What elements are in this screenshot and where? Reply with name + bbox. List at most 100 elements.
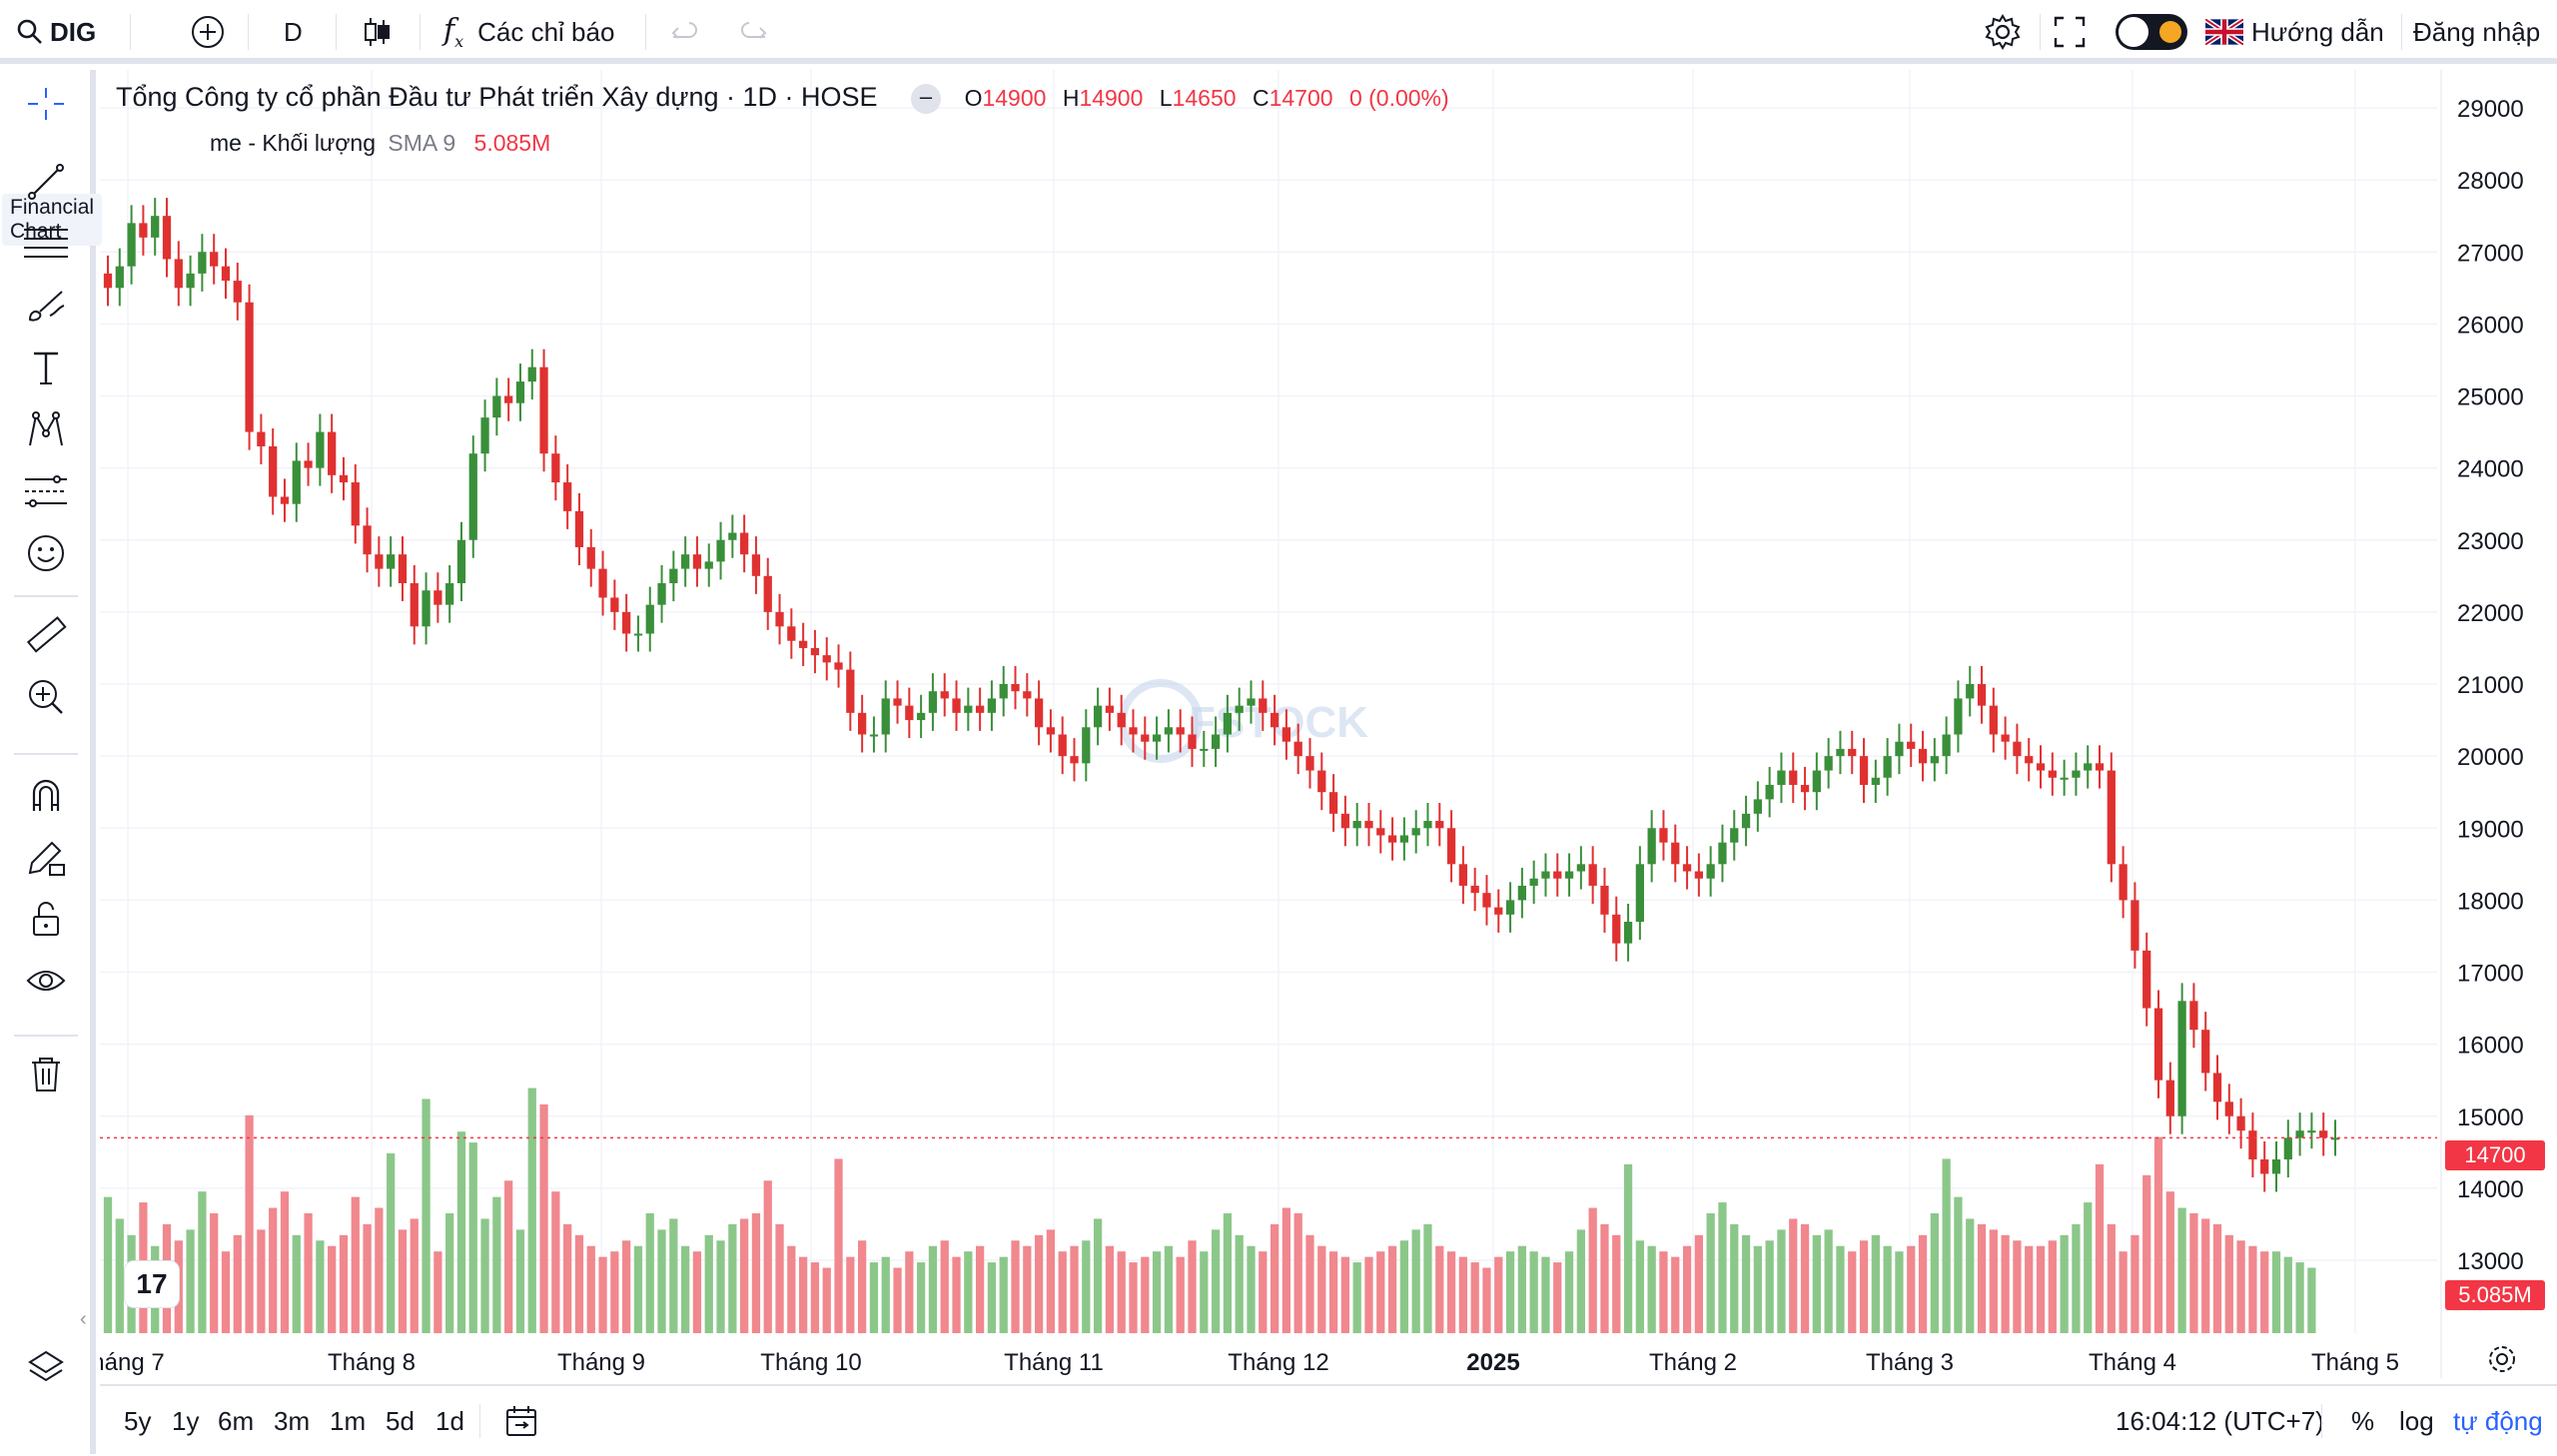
candle-body: [1117, 712, 1126, 728]
candle-body: [787, 626, 796, 641]
object-tree-button[interactable]: [20, 1342, 72, 1394]
crosshair-tool[interactable]: [20, 78, 72, 130]
volume-bar: [515, 1229, 525, 1333]
candle-body: [410, 583, 419, 627]
time-tick-label: Tháng 3: [1866, 1349, 1954, 1376]
time-tick-label: Tháng 9: [557, 1349, 645, 1376]
range-1d[interactable]: 1d: [435, 1405, 464, 1436]
candle-body: [2295, 1130, 2304, 1138]
candle-body: [363, 525, 372, 555]
trash-icon: [32, 1058, 60, 1092]
range-1y[interactable]: 1y: [172, 1405, 200, 1436]
price-tick-label: 26000: [2457, 312, 2524, 339]
candle-body: [763, 575, 772, 612]
candle-body: [622, 611, 631, 634]
range-3m[interactable]: 3m: [274, 1405, 311, 1436]
remove-drawings-button[interactable]: [20, 1049, 72, 1100]
volume-bar: [375, 1207, 384, 1333]
candle-body: [952, 698, 961, 713]
candle-body: [2260, 1159, 2269, 1174]
measure-tool[interactable]: [20, 609, 72, 661]
candle-body: [1105, 705, 1115, 713]
volume-bar: [610, 1251, 619, 1333]
volume-bar: [304, 1213, 313, 1333]
volume-bar: [186, 1229, 195, 1333]
candle-body: [1848, 748, 1857, 757]
range-1m[interactable]: 1m: [330, 1405, 367, 1436]
percent-scale-toggle[interactable]: %: [2351, 1405, 2375, 1436]
volume-bar: [103, 1196, 113, 1333]
brush-tool[interactable]: [20, 280, 72, 332]
theme-toggle[interactable]: [2116, 0, 2187, 64]
volume-bar: [1718, 1202, 1727, 1333]
lock-drawings-tool[interactable]: [20, 893, 72, 945]
volume-bar: [1895, 1251, 1904, 1333]
volume-bar: [1883, 1245, 1892, 1333]
candle-body: [1824, 756, 1833, 771]
legend-toggle[interactable]: –: [911, 83, 942, 114]
candle-body: [2072, 770, 2081, 778]
range-5y[interactable]: 5y: [124, 1405, 152, 1436]
volume-bar: [1176, 1256, 1185, 1333]
range-5d[interactable]: 5d: [386, 1405, 415, 1436]
range-6m[interactable]: 6m: [218, 1405, 255, 1436]
candle-body: [1777, 770, 1786, 785]
volume-bar: [1730, 1223, 1739, 1333]
candle-body: [186, 273, 195, 289]
settings-button[interactable]: [1984, 0, 2022, 64]
magnet-tool[interactable]: [20, 769, 72, 821]
candle-body: [1023, 691, 1032, 699]
fullscreen-button[interactable]: [2052, 0, 2088, 64]
price-tick-label: 15000: [2457, 1104, 2524, 1131]
volume-bar: [2107, 1223, 2116, 1333]
log-scale-toggle[interactable]: log: [2399, 1405, 2434, 1436]
volume-bar: [445, 1213, 454, 1333]
auto-scale-toggle[interactable]: tự động: [2453, 1405, 2543, 1436]
login-button[interactable]: Đăng nhập: [2413, 0, 2540, 64]
volume-bar: [1270, 1223, 1279, 1333]
language-guide-link[interactable]: Hướng dẫn: [2205, 0, 2384, 64]
forecast-tool[interactable]: [20, 465, 72, 517]
candle-body: [1235, 705, 1244, 713]
clock-timezone[interactable]: 16:04:12 (UTC+7): [2116, 1405, 2324, 1436]
volume-bar: [751, 1213, 761, 1333]
volume-bar: [1541, 1256, 1550, 1333]
horizontal-lines-tool[interactable]: [20, 218, 72, 270]
candle-body: [2165, 1080, 2174, 1116]
symbol-search-button[interactable]: DIG: [16, 0, 96, 64]
trend-line-tool[interactable]: [20, 156, 72, 208]
candle-body: [127, 223, 136, 267]
search-icon: [17, 19, 42, 44]
volume-bar: [280, 1191, 290, 1333]
compare-symbol-button[interactable]: [190, 0, 226, 64]
smiley-icon: [28, 535, 64, 571]
volume-bar: [1247, 1245, 1256, 1333]
collapse-sidebar-handle[interactable]: ‹: [80, 1308, 87, 1330]
interval-button[interactable]: D: [284, 0, 303, 64]
volume-bar: [905, 1251, 914, 1333]
add-circle-icon: [192, 16, 224, 48]
hide-drawings-tool[interactable]: [20, 955, 72, 1007]
candle-body: [633, 633, 643, 636]
stay-drawing-tool[interactable]: [20, 831, 72, 883]
volume-bar: [1364, 1256, 1373, 1333]
chart-type-button[interactable]: [360, 0, 394, 64]
zoom-in-tool[interactable]: [20, 671, 72, 723]
redo-button[interactable]: [737, 0, 769, 64]
indicators-button[interactable]: fx Các chỉ báo: [443, 0, 614, 64]
candle-body: [987, 698, 997, 713]
candle-body: [1259, 698, 1268, 713]
text-tool[interactable]: [20, 342, 72, 393]
axis-settings-button[interactable]: [2485, 1342, 2519, 1376]
price-chart[interactable]: 29000 28000 27000 26000 25000 24000 23000 22000…: [100, 70, 2557, 1378]
volume-bar: [763, 1180, 772, 1333]
undo-button[interactable]: [669, 0, 701, 64]
candle-body: [1176, 727, 1185, 735]
candle-body: [492, 395, 501, 418]
volume-bar: [1387, 1245, 1397, 1333]
go-to-date-button[interactable]: [503, 1386, 539, 1456]
emoji-tool[interactable]: [20, 527, 72, 579]
volume-bar: [539, 1103, 548, 1333]
pattern-tool[interactable]: [20, 403, 72, 455]
theme-switch-track: [2116, 14, 2187, 50]
